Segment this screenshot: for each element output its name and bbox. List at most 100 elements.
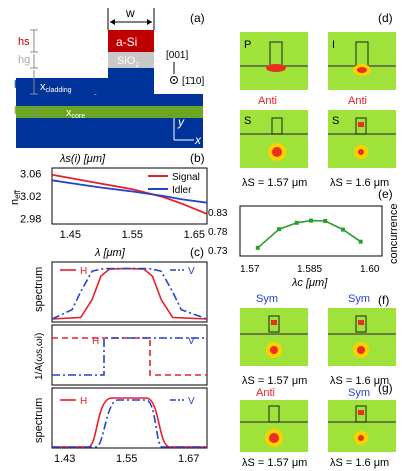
g-caption-1: λS = 1.57 μm — [242, 457, 307, 469]
e-xtick-1: 1.585 — [297, 264, 322, 275]
core-label: xcore — [66, 107, 85, 120]
e-xtick-0: 1.57 — [240, 264, 260, 275]
panel-g-label: (g) — [378, 381, 393, 395]
height-brackets — [30, 29, 38, 118]
e-ytick-0: 0.83 — [208, 208, 228, 219]
d-caption-2: λS = 1.6 μm — [330, 177, 389, 189]
panel-e-point — [294, 220, 299, 225]
width-label: w — [125, 6, 135, 20]
core-layer — [16, 106, 203, 118]
hg-label: hg — [18, 54, 30, 66]
panel-e-point — [309, 218, 313, 223]
panel-e-point — [323, 219, 328, 223]
mode-image-g2 — [328, 400, 396, 452]
panel-b-ylabel: neff — [9, 189, 22, 205]
panel-c-mid-series — [52, 337, 207, 376]
sym-label-g: Sym — [348, 387, 370, 399]
panel-b-series-signal — [51, 173, 208, 215]
e-ytick-2: 0.73 — [208, 246, 228, 257]
mode-image-f2 — [328, 308, 396, 366]
sio2-label: SiO2 — [117, 55, 139, 69]
panel-e-point — [255, 245, 260, 250]
panel-b-series-idler — [51, 179, 208, 204]
panel-a: (a) w a-Si SiO2 xcladding xcore xcladdin… — [14, 6, 205, 148]
ridge-cladding — [108, 68, 154, 94]
mode-image-s1: S — [240, 110, 308, 168]
panel-c-ylabel-mid: 1/A(ωs,ωi) — [34, 333, 45, 380]
panel-e-xlabel: λc [μm] — [291, 277, 328, 289]
b-xtick-1: 1.55 — [122, 229, 143, 241]
d-caption-1: λS = 1.57 μm — [242, 177, 307, 189]
g-caption-2: λS = 1.6 μm — [330, 457, 389, 469]
legend-signal: Signal — [172, 172, 200, 183]
panel-e-point — [277, 227, 282, 232]
panel-e-point — [358, 239, 363, 244]
panel-e-line — [257, 219, 362, 249]
panel-c: λ [μm] (c) spectrum 1/A(ωs,ωi) spectrum … — [33, 245, 208, 465]
hcl-label: hcl — [14, 79, 28, 91]
anti-label-g: Anti — [256, 387, 275, 399]
panel-c-label: (c) — [190, 245, 204, 259]
panel-e-label: (e) — [378, 187, 393, 201]
mode-image-g1 — [240, 400, 308, 452]
asi-layer — [108, 30, 154, 52]
c-xtick-0: 1.43 — [54, 453, 75, 465]
sym-label-1: Sym — [256, 293, 278, 305]
panel-e: (e) 0.83 0.78 0.73 concurrence 1.57 1.58… — [208, 187, 400, 289]
sio2-layer — [108, 52, 154, 68]
panel-c-top-axes — [51, 261, 208, 323]
panel-c-ylabel-bottom: spectrum — [33, 398, 45, 443]
panel-c-mid-axes — [51, 324, 208, 386]
b-ytick-1: 3.02 — [20, 191, 41, 203]
hs-label: hs — [18, 36, 30, 48]
anti-label-2: Anti — [348, 95, 367, 107]
asi-label: a-Si — [116, 35, 137, 49]
b-ytick-0: 3.06 — [20, 169, 41, 181]
mode-image-s2: S — [328, 110, 396, 168]
direction-110: [1̄10] — [182, 76, 204, 87]
panel-f-label: (f) — [378, 293, 389, 307]
svg-text:S: S — [332, 115, 339, 127]
panel-d-label: (d) — [378, 11, 393, 25]
panel-c-top-series — [51, 267, 208, 320]
cladding-slab — [16, 94, 203, 106]
c-xtick-1: 1.55 — [116, 453, 137, 465]
legend-h-top: H — [80, 266, 87, 277]
panel-e-series — [255, 218, 363, 250]
sym-label-2: Sym — [348, 293, 370, 305]
mode-image-i: I — [328, 32, 396, 90]
panel-b: λs(i) [μm] (b) neff 3.06 3.02 2.98 1.45 1.55… — [9, 151, 208, 241]
x-axis-label: x — [194, 133, 202, 147]
svg-text:P: P — [244, 39, 251, 51]
width-arrowheads — [110, 19, 152, 25]
panel-e-axes — [239, 205, 383, 257]
panel-c-bottom-series — [52, 397, 207, 448]
anti-label-1: Anti — [258, 95, 277, 107]
panel-b-series — [51, 173, 208, 215]
panel-c-xlabel: λ [μm] — [94, 247, 126, 259]
panel-b-xlabel: λs(i) [μm] — [59, 153, 106, 165]
direction-001: [001] — [166, 50, 188, 61]
f-caption-1: λS = 1.57 μm — [242, 375, 307, 387]
panel-c-ylabel-top: spectrum — [33, 267, 45, 312]
e-ytick-1: 0.78 — [208, 227, 228, 238]
panel-a-label: (a) — [190, 11, 205, 25]
panel-e-ylabel: concurrence — [388, 203, 400, 264]
legend-v-top: V — [188, 266, 195, 277]
panel-b-label: (b) — [190, 151, 205, 165]
b-xtick-2: 1.65 — [184, 229, 205, 241]
hco-label: hco — [14, 105, 32, 117]
e-xtick-2: 1.60 — [360, 264, 380, 275]
f-caption-2: λS = 1.6 μm — [330, 375, 389, 387]
legend-h-bottom: H — [80, 396, 87, 407]
panel-f: Sym Sym (f) λS = 1.57 μm λS = 1.6 μm — [240, 293, 396, 387]
substrate-layer — [16, 118, 203, 148]
panel-c-bottom-axes — [51, 387, 208, 449]
b-ytick-2: 2.98 — [20, 213, 41, 225]
cladding-upper — [16, 78, 108, 94]
mode-image-f1 — [240, 308, 308, 366]
svg-text:I: I — [332, 39, 335, 51]
direction-out-of-plane — [170, 76, 178, 84]
panel-d: (d) P I Anti Anti S — [240, 11, 396, 189]
